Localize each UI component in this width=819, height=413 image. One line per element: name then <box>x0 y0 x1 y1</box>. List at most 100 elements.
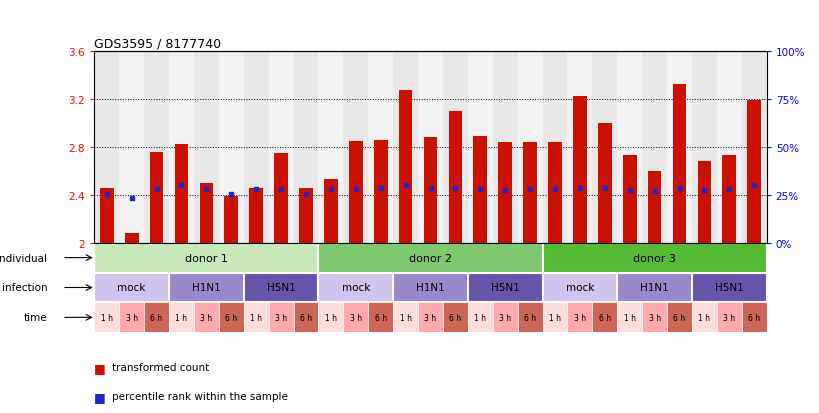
Text: 1 h: 1 h <box>549 313 560 322</box>
Bar <box>219 303 243 332</box>
Bar <box>597 123 611 243</box>
Bar <box>119 52 144 243</box>
Text: 6 h: 6 h <box>151 313 162 322</box>
Bar <box>318 243 542 273</box>
Bar <box>94 303 119 332</box>
Text: H5N1: H5N1 <box>491 283 519 293</box>
Text: 1 h: 1 h <box>101 313 113 322</box>
Text: donor 3: donor 3 <box>632 253 675 263</box>
Text: ■: ■ <box>94 361 106 374</box>
Text: 6 h: 6 h <box>598 313 610 322</box>
Bar <box>722 156 735 243</box>
Bar <box>94 273 169 303</box>
Bar <box>144 52 169 243</box>
Text: 3 h: 3 h <box>722 313 735 322</box>
Bar <box>269 303 293 332</box>
Bar <box>169 303 193 332</box>
Text: 3 h: 3 h <box>125 313 138 322</box>
Text: H1N1: H1N1 <box>640 283 668 293</box>
Bar <box>741 52 766 243</box>
Bar <box>641 52 667 243</box>
Bar <box>572 97 586 243</box>
Bar <box>318 273 392 303</box>
Text: mock: mock <box>342 283 369 293</box>
Bar <box>691 303 716 332</box>
Text: 1 h: 1 h <box>250 313 262 322</box>
Text: 3 h: 3 h <box>349 313 361 322</box>
Bar <box>548 142 561 243</box>
Text: H1N1: H1N1 <box>192 283 220 293</box>
Text: 3 h: 3 h <box>648 313 660 322</box>
Bar <box>517 52 542 243</box>
Bar <box>274 153 287 243</box>
Bar <box>94 243 318 273</box>
Bar <box>418 303 442 332</box>
Bar <box>368 303 392 332</box>
Bar <box>243 52 269 243</box>
Bar <box>591 303 617 332</box>
Bar <box>224 197 238 243</box>
Bar <box>617 273 691 303</box>
Bar <box>392 303 418 332</box>
Bar <box>392 273 468 303</box>
Text: 3 h: 3 h <box>424 313 436 322</box>
Bar <box>174 145 188 243</box>
Text: 6 h: 6 h <box>747 313 759 322</box>
Bar <box>169 52 193 243</box>
Bar <box>448 112 462 243</box>
Bar <box>193 52 219 243</box>
Bar <box>392 52 418 243</box>
Text: ■: ■ <box>94 390 106 403</box>
Bar <box>617 52 641 243</box>
Text: donor 2: donor 2 <box>409 253 451 263</box>
Bar <box>567 303 591 332</box>
Text: 6 h: 6 h <box>374 313 387 322</box>
Text: 6 h: 6 h <box>672 313 685 322</box>
Bar <box>343 52 368 243</box>
Bar <box>219 52 243 243</box>
Bar <box>243 303 269 332</box>
Bar <box>418 52 442 243</box>
Bar <box>691 52 716 243</box>
Text: H1N1: H1N1 <box>415 283 445 293</box>
Bar <box>119 303 144 332</box>
Bar <box>100 188 114 243</box>
Bar <box>249 188 263 243</box>
Text: 3 h: 3 h <box>573 313 586 322</box>
Bar <box>542 52 567 243</box>
Text: mock: mock <box>565 283 594 293</box>
Text: 1 h: 1 h <box>399 313 411 322</box>
Bar <box>641 303 667 332</box>
Bar <box>498 142 511 243</box>
Bar <box>193 303 219 332</box>
Text: GDS3595 / 8177740: GDS3595 / 8177740 <box>94 38 221 50</box>
Bar <box>697 162 710 243</box>
Bar <box>746 101 760 243</box>
Bar <box>542 243 766 273</box>
Text: donor 1: donor 1 <box>185 253 228 263</box>
Bar <box>373 140 387 243</box>
Bar <box>617 303 641 332</box>
Bar <box>324 180 337 243</box>
Text: transformed count: transformed count <box>112 363 210 373</box>
Text: H5N1: H5N1 <box>714 283 743 293</box>
Bar <box>523 142 536 243</box>
Bar <box>468 52 492 243</box>
Bar <box>368 52 392 243</box>
Text: 6 h: 6 h <box>449 313 461 322</box>
Bar <box>567 52 591 243</box>
Text: 1 h: 1 h <box>623 313 635 322</box>
Text: time: time <box>24 313 48 323</box>
Text: mock: mock <box>117 283 146 293</box>
Bar <box>741 303 766 332</box>
Bar <box>468 273 542 303</box>
Text: 1 h: 1 h <box>175 313 188 322</box>
Text: 6 h: 6 h <box>300 313 312 322</box>
Bar <box>442 52 468 243</box>
Bar <box>716 52 741 243</box>
Bar <box>672 85 686 243</box>
Bar <box>169 273 243 303</box>
Bar <box>243 273 318 303</box>
Bar <box>349 141 362 243</box>
Bar <box>318 52 343 243</box>
